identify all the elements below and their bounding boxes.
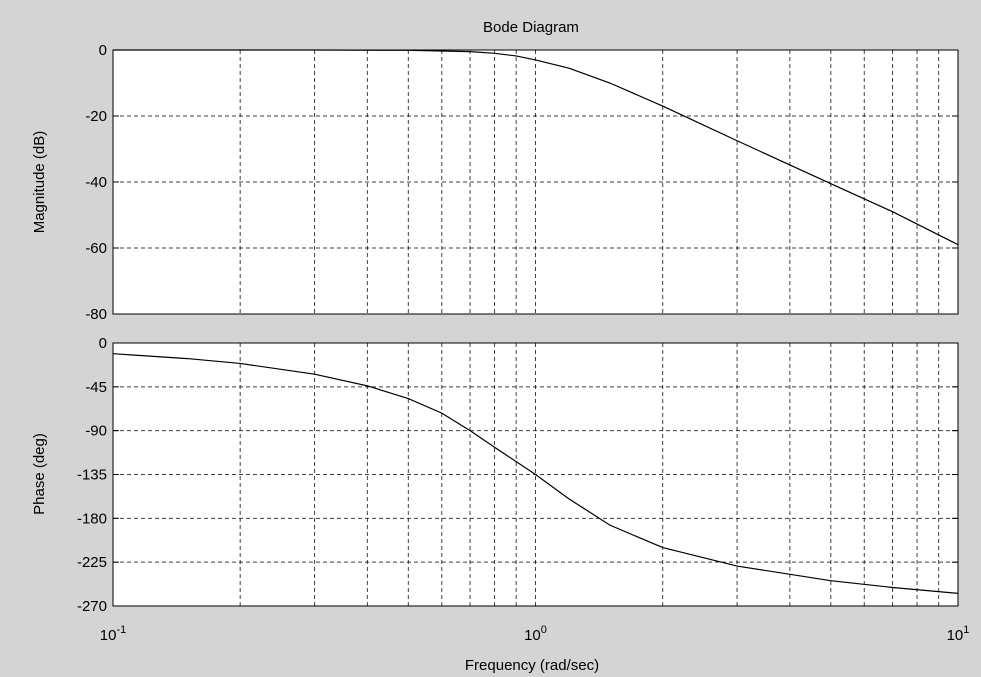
- x-tick-label: 100: [524, 624, 547, 644]
- x-tick-base: 10: [100, 627, 117, 644]
- magnitude-y-label: Magnitude (dB): [31, 131, 48, 234]
- phase-y-label: Phase (deg): [31, 433, 48, 515]
- phase-grid: [113, 343, 958, 606]
- x-tick-label: 10-1: [100, 624, 126, 644]
- frequency-x-ticks: 10-1 100 101: [100, 624, 970, 644]
- phase-y-tick-label: -270: [77, 598, 107, 615]
- magnitude-y-tick-label: -60: [85, 240, 107, 257]
- frequency-x-label: Frequency (rad/sec): [465, 657, 599, 674]
- x-tick-exponent: 0: [541, 624, 547, 636]
- phase-y-tick-label: -135: [77, 467, 107, 484]
- magnitude-y-tick-label: 0: [99, 42, 107, 59]
- phase-y-ticks: 0 -45 -90 -135 -180 -225 -270: [77, 335, 958, 615]
- phase-curve: [112, 353, 959, 594]
- magnitude-curve: [113, 49, 959, 246]
- phase-y-tick-label: -180: [77, 510, 107, 527]
- x-tick-base: 10: [524, 627, 541, 644]
- magnitude-y-ticks: 0 -20 -40 -60 -80: [85, 42, 958, 323]
- x-tick-base: 10: [947, 627, 964, 644]
- magnitude-y-tick-label: -20: [85, 108, 107, 125]
- x-tick-exponent: 1: [963, 624, 969, 636]
- x-tick-exponent: -1: [116, 624, 126, 636]
- phase-y-tick-label: -225: [77, 554, 107, 571]
- x-tick-label: 101: [947, 624, 970, 644]
- phase-panel: 0 -45 -90 -135 -180 -225 -270 Phase (deg): [31, 335, 959, 615]
- phase-y-tick-label: -90: [85, 423, 107, 440]
- chart-title: Bode Diagram: [483, 19, 579, 36]
- magnitude-grid: [113, 50, 958, 314]
- magnitude-panel: 0 -20 -40 -60 -80 Magnitude (dB): [31, 42, 959, 323]
- magnitude-y-tick-label: -40: [85, 174, 107, 191]
- phase-y-tick-label: -45: [85, 379, 107, 396]
- phase-y-tick-label: 0: [99, 335, 107, 352]
- magnitude-y-tick-label: -80: [85, 306, 107, 323]
